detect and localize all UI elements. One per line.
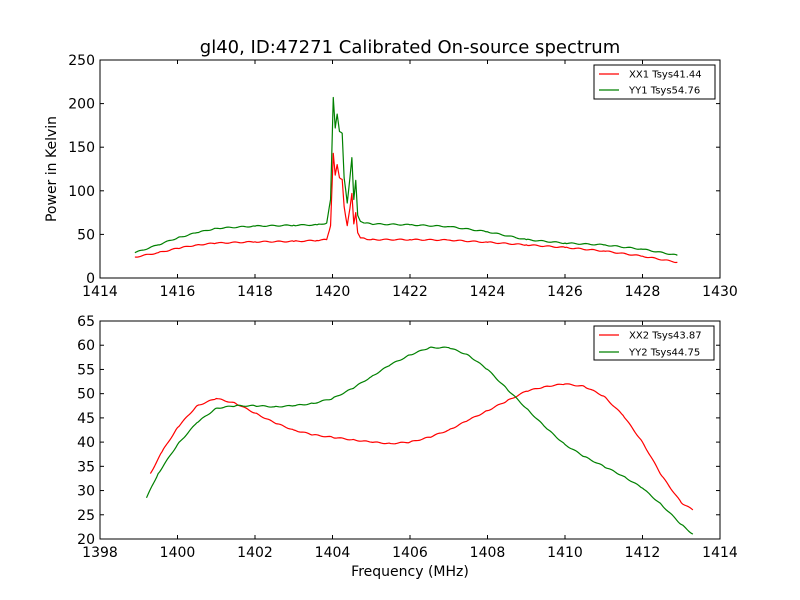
- top-legend-label-yy1: YY1 Tsys54.76: [628, 86, 700, 97]
- top-x-tick-label: 1414: [82, 284, 118, 300]
- bottom-x-axis-label: Frequency (MHz): [351, 564, 469, 580]
- bottom-series-layer: [145, 346, 694, 535]
- top-y-tick-label: 200: [68, 97, 95, 113]
- bottom-ticks-layer: 1398 1400 1402 1404 1406 1408 1410 1412 1414 20 25…: [77, 314, 738, 561]
- top-x-tick-label: 1424: [470, 284, 506, 300]
- bottom-y-tick-label: 30: [77, 484, 95, 500]
- top-x-tick-label: 1428: [625, 284, 661, 300]
- top-legend-frame: [593, 64, 716, 100]
- top-y-axis-label: Power in Kelvin: [44, 116, 60, 222]
- top-series-layer: [134, 96, 678, 264]
- bottom-legend-label-yy2: YY2 Tsys44.75: [628, 348, 700, 359]
- top-y-tick-label: 150: [68, 140, 95, 156]
- bottom-y-tick-label: 65: [77, 314, 95, 330]
- top-legend: XX1 Tsys41.44 YY1 Tsys54.76: [593, 64, 716, 100]
- bottom-series-line-1: [149, 383, 694, 511]
- bottom-y-tick-label: 45: [77, 411, 95, 427]
- top-spectrum-plot: 1414 1416 1418 1420 1422 1424 1426 1428 1430 0 50 1…: [44, 53, 738, 300]
- bottom-x-tick-label: 1414: [702, 545, 738, 561]
- bottom-x-tick-label: 1404: [315, 545, 351, 561]
- bottom-legend-frame: [593, 325, 715, 361]
- bottom-y-tick-label: 55: [77, 362, 95, 378]
- bottom-x-tick-label: 1408: [470, 545, 506, 561]
- top-x-tick-label: 1418: [237, 284, 273, 300]
- bottom-y-tick-label: 20: [77, 532, 95, 548]
- bottom-legend-label-xx2: XX2 Tsys43.87: [629, 331, 702, 342]
- top-x-tick-label: 1422: [392, 284, 428, 300]
- top-y-tick-label: 250: [68, 53, 95, 69]
- top-legend-label-xx1: XX1 Tsys41.44: [629, 70, 702, 81]
- bottom-x-tick-label: 1412: [625, 545, 661, 561]
- top-y-tick-label: 0: [86, 271, 95, 287]
- bottom-y-tick-label: 50: [77, 387, 95, 403]
- bottom-x-tick-label: 1398: [82, 545, 118, 561]
- bottom-y-tick-label: 25: [77, 508, 95, 524]
- top-series-line-2: [134, 96, 678, 256]
- top-ticks-layer: 1414 1416 1418 1420 1422 1424 1426 1428 1430 0 50 1…: [68, 53, 738, 300]
- bottom-x-tick-label: 1400: [160, 545, 196, 561]
- bottom-y-tick-label: 60: [77, 338, 95, 354]
- top-y-tick-label: 50: [77, 227, 95, 243]
- top-x-tick-label: 1426: [547, 284, 583, 300]
- top-x-tick-label: 1430: [702, 284, 738, 300]
- top-x-tick-label: 1420: [315, 284, 351, 300]
- bottom-series-line-2: [145, 346, 694, 535]
- top-series-line-1: [134, 152, 678, 264]
- bottom-y-tick-label: 35: [77, 459, 95, 475]
- figure-title: gl40, ID:47271 Calibrated On-source spec…: [200, 37, 620, 58]
- bottom-x-tick-label: 1410: [547, 545, 583, 561]
- top-y-tick-label: 100: [68, 184, 95, 200]
- bottom-spectrum-plot: 1398 1400 1402 1404 1406 1408 1410 1412 1414 20 25…: [77, 314, 738, 580]
- bottom-legend: XX2 Tsys43.87 YY2 Tsys44.75: [593, 325, 715, 361]
- bottom-y-tick-label: 40: [77, 435, 95, 451]
- bottom-x-tick-label: 1406: [392, 545, 428, 561]
- bottom-x-tick-label: 1402: [237, 545, 273, 561]
- top-x-tick-label: 1416: [160, 284, 196, 300]
